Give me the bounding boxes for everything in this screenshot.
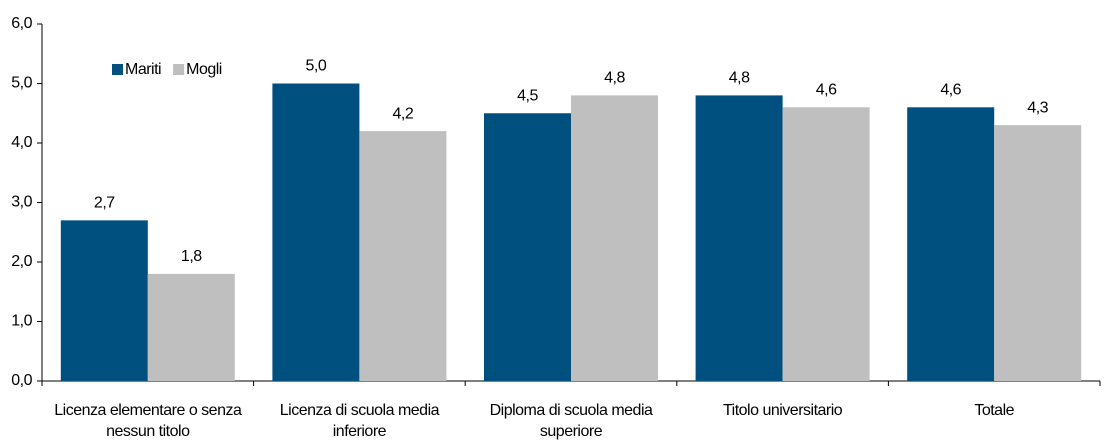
y-tick-label: 1,0 (11, 313, 32, 330)
value-label: 4,2 (393, 105, 414, 122)
y-tick-label: 0,0 (11, 372, 32, 389)
bar (272, 83, 360, 381)
value-label: 4,3 (1027, 99, 1048, 116)
bar (60, 220, 148, 381)
value-label: 5,0 (306, 58, 327, 75)
bar (147, 273, 235, 381)
bar (994, 125, 1082, 382)
x-tick-label: Titolo universitario (722, 402, 843, 419)
bar (359, 131, 447, 381)
legend-swatch (173, 64, 185, 75)
bar (484, 113, 571, 381)
y-tick-label: 3,0 (11, 194, 32, 211)
x-tick-label: Licenza di scuola media inferiore (279, 402, 440, 440)
bar (907, 107, 995, 382)
value-label: 4,8 (604, 70, 625, 87)
value-label: 4,6 (816, 82, 837, 99)
y-tick-label: 6,0 (11, 15, 32, 32)
x-tick-label: Licenza elementare o senza nessun titolo (54, 402, 242, 440)
bar (571, 95, 658, 382)
value-label: 1,8 (181, 248, 202, 265)
legend-swatch (112, 64, 123, 75)
bar (782, 107, 870, 382)
y-tick-label: 5,0 (11, 75, 32, 92)
value-label: 4,8 (729, 70, 750, 87)
value-label: 4,5 (517, 87, 538, 104)
x-tick-label: Diploma di scuola media superiore (489, 402, 653, 440)
legend-label: Mogli (186, 61, 222, 78)
bar (695, 95, 783, 382)
value-label: 4,6 (940, 82, 961, 99)
y-tick-label: 4,0 (11, 134, 32, 151)
x-tick-label: Totale (974, 402, 1015, 419)
y-tick-label: 2,0 (11, 253, 32, 270)
legend-label: Mariti (125, 61, 161, 78)
value-label: 2,7 (94, 195, 115, 212)
